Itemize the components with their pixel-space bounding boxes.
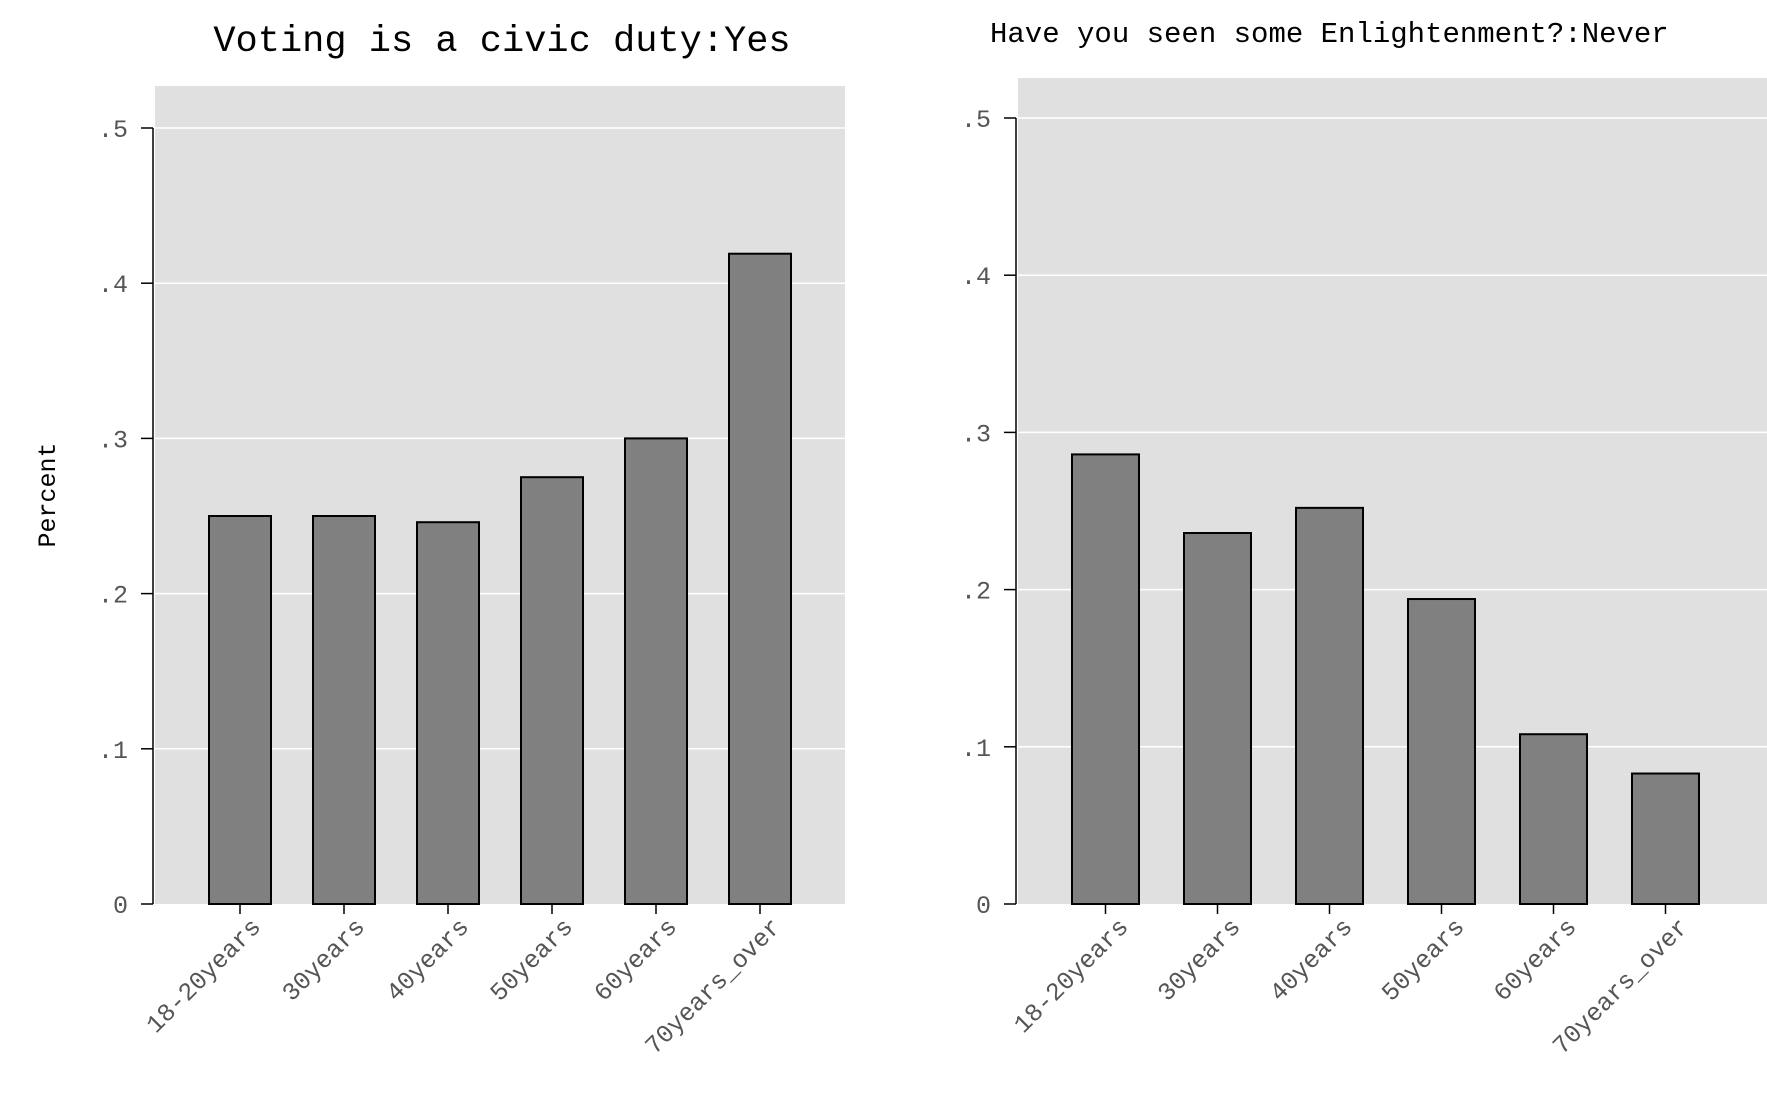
bar-40years [1295, 506, 1364, 905]
bar-70years_over [728, 252, 792, 906]
x-ticks: 18-20years 30years 40years 50years 60years70… [141, 904, 788, 1061]
y-tick-label: .4 [98, 271, 128, 300]
gridlines [1018, 117, 1767, 748]
y-tick-label: .3 [961, 420, 991, 449]
x-tick-label: 18-20years [141, 913, 268, 1040]
y-tick-label: .2 [98, 582, 128, 611]
y-tick-label: 0 [976, 892, 991, 921]
x-tick-label: 50years [1376, 913, 1471, 1008]
y-tick-label: 0 [113, 892, 128, 921]
x-ticks: 18-20years 30years 40years 50years 60years70… [1009, 904, 1695, 1061]
chart-voting-civic-duty: Voting is a civic duty:Yes Percent 0 .1 .2… [34, 21, 845, 1061]
bar-60years [1519, 733, 1588, 905]
y-axis-title: Percent [34, 442, 63, 547]
bar-50years [520, 476, 584, 905]
bars [208, 252, 792, 906]
bar-70years_over [1631, 772, 1700, 905]
plot-area [1018, 78, 1767, 904]
y-ticks: 0 .1 .2 .3 .4 .5 [98, 116, 153, 921]
x-tick-label: 60years [1488, 913, 1583, 1008]
bar-50years [1407, 598, 1476, 905]
bar-30years [312, 515, 376, 905]
y-tick-label: .1 [961, 735, 991, 764]
x-tick-label: 50years [485, 913, 580, 1008]
x-tick-label: 40years [1264, 913, 1359, 1008]
chart-title: Voting is a civic duty:Yes [213, 21, 790, 63]
y-tick-label: .5 [961, 106, 991, 135]
chart-title: Have you seen some Enlightenment?:Never [990, 18, 1669, 51]
bar-18-20years [1071, 453, 1140, 905]
x-tick-label: 30years [277, 913, 372, 1008]
y-tick-label: .1 [98, 737, 128, 766]
y-tick-label: .5 [98, 116, 128, 145]
x-tick-label: 18-20years [1009, 913, 1136, 1040]
bar-30years [1183, 532, 1252, 905]
x-tick-label: 40years [381, 913, 476, 1008]
y-tick-label: .3 [98, 426, 128, 455]
y-tick-label: .4 [961, 263, 991, 292]
bar-60years [624, 437, 688, 905]
bar-40years [416, 521, 480, 905]
bar-18-20years [208, 515, 272, 905]
chart-enlightenment-never: Have you seen some Enlightenment?:Never … [961, 18, 1767, 1061]
bars [1071, 453, 1700, 905]
x-tick-label: 30years [1152, 913, 1247, 1008]
y-ticks: 0 .1 .2 .3 .4 .5 [961, 106, 1016, 921]
x-tick-label: 60years [589, 913, 684, 1008]
y-tick-label: .2 [961, 578, 991, 607]
